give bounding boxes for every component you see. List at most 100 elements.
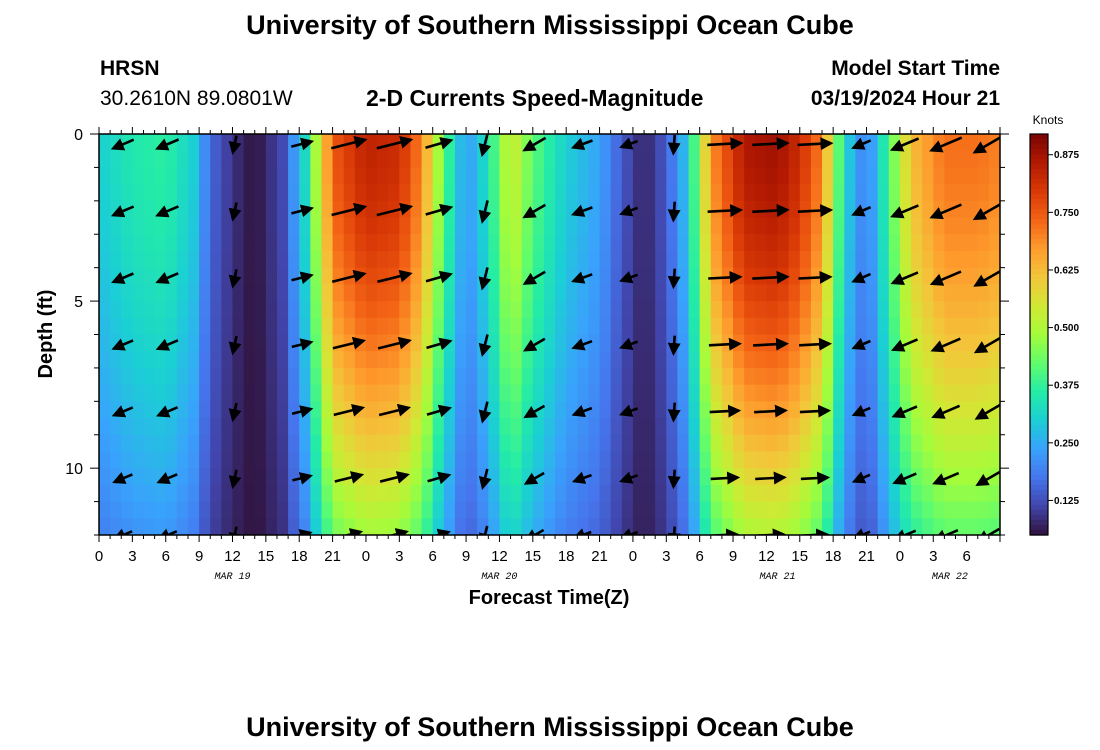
x-tick-label: 15 — [791, 548, 808, 565]
heatmap-cell — [744, 301, 756, 319]
heatmap-cell — [621, 301, 634, 319]
heatmap-cell — [332, 468, 345, 486]
heatmap-cell — [221, 217, 234, 235]
heatmap-cell — [143, 234, 156, 252]
heatmap-cell — [243, 167, 256, 185]
current-vector-arrow — [388, 528, 409, 535]
heatmap-cell — [187, 434, 200, 453]
heatmap-cell — [632, 184, 645, 202]
current-vector-arrow — [112, 471, 133, 484]
heatmap-cell — [777, 418, 790, 436]
colorbar-swatch — [1030, 284, 1048, 290]
heatmap-cell — [132, 250, 145, 269]
heatmap-cell — [343, 167, 356, 185]
heatmap-cell — [254, 134, 267, 152]
heatmap-cell — [510, 234, 523, 252]
heatmap-cell — [655, 351, 667, 369]
heatmap-cell — [744, 284, 756, 302]
heatmap-cell — [410, 367, 423, 386]
heatmap-cell — [966, 317, 979, 336]
heatmap-cell — [677, 317, 690, 336]
heatmap-cell — [187, 418, 200, 436]
heatmap-cell — [543, 217, 556, 235]
current-vector-arrow — [478, 525, 492, 535]
heatmap-cell — [955, 434, 968, 453]
colorbar-swatch — [1030, 304, 1048, 311]
heatmap-cell — [788, 317, 801, 336]
heatmap-cell — [299, 367, 311, 386]
current-vector-arrow — [331, 202, 368, 217]
heatmap-cell — [365, 401, 378, 419]
heatmap-cell — [388, 501, 400, 519]
heatmap-cell — [299, 250, 311, 269]
heatmap-cell — [755, 501, 767, 519]
heatmap-cell — [888, 234, 901, 252]
colorbar-swatch — [1030, 489, 1048, 496]
current-vector-arrow — [851, 204, 872, 217]
heatmap-cell — [744, 200, 756, 219]
current-vector-arrow — [974, 403, 1000, 420]
heatmap-cell — [243, 384, 256, 402]
heatmap-cell — [165, 384, 178, 402]
heatmap-cell — [332, 301, 345, 319]
heatmap-cell — [588, 334, 601, 352]
heatmap-cell — [321, 150, 334, 169]
heatmap-cell — [165, 150, 178, 169]
heatmap-cell — [877, 484, 890, 503]
heatmap-cell — [566, 301, 578, 319]
heatmap-cell — [577, 317, 590, 336]
colorbar-swatch — [1030, 259, 1048, 265]
heatmap-cell — [288, 434, 300, 453]
heatmap-cell — [810, 351, 823, 369]
heatmap-cell — [221, 418, 234, 436]
heatmap-cell — [154, 301, 167, 319]
heatmap-cell — [555, 367, 567, 386]
heatmap-cell — [454, 150, 467, 169]
heatmap-cell — [332, 518, 345, 535]
heatmap-cell — [810, 518, 823, 535]
heatmap-cell — [877, 418, 890, 436]
heatmap-cell — [610, 451, 623, 469]
heatmap-cell — [966, 301, 979, 319]
heatmap-cell — [187, 217, 200, 235]
heatmap-cell — [499, 217, 512, 235]
heatmap-cell — [265, 434, 278, 453]
heatmap-cell — [176, 317, 189, 336]
heatmap-cell — [99, 217, 111, 235]
heatmap-cell — [733, 451, 745, 469]
heatmap-cell — [310, 150, 323, 169]
heatmap-cell — [766, 301, 779, 319]
heatmap-cell — [644, 284, 656, 302]
heatmap-cell — [343, 451, 356, 469]
heatmap-cell — [933, 284, 945, 302]
heatmap-cell — [855, 384, 868, 402]
heatmap-cell — [143, 384, 156, 402]
heatmap-cell — [354, 284, 367, 302]
heatmap-cell — [187, 167, 200, 185]
heatmap-cell — [577, 451, 590, 469]
heatmap-cell — [543, 334, 556, 352]
heatmap-cell — [855, 518, 868, 535]
heatmap-cell — [955, 200, 968, 219]
heatmap-cell — [833, 451, 845, 469]
heatmap-cell — [410, 301, 423, 319]
heatmap-cell — [243, 267, 256, 285]
current-vector-arrow — [973, 336, 1000, 354]
heatmap-cell — [143, 317, 156, 336]
x-tick-label: 21 — [324, 548, 341, 565]
heatmap-cell — [243, 468, 256, 486]
heatmap-cell — [655, 284, 667, 302]
heatmap-cell — [121, 167, 133, 185]
heatmap-cell — [132, 401, 145, 419]
heatmap-cell — [221, 134, 234, 152]
heatmap-cell — [566, 501, 578, 519]
heatmap-cell — [822, 150, 834, 169]
heatmap-cell — [766, 234, 779, 252]
heatmap-cell — [933, 367, 945, 386]
heatmap-cell — [510, 217, 523, 235]
heatmap-cell — [388, 234, 400, 252]
current-vector-arrow — [571, 271, 593, 284]
heatmap-cell — [210, 234, 222, 252]
heatmap-cell — [176, 468, 189, 486]
heatmap-cell — [365, 250, 378, 269]
